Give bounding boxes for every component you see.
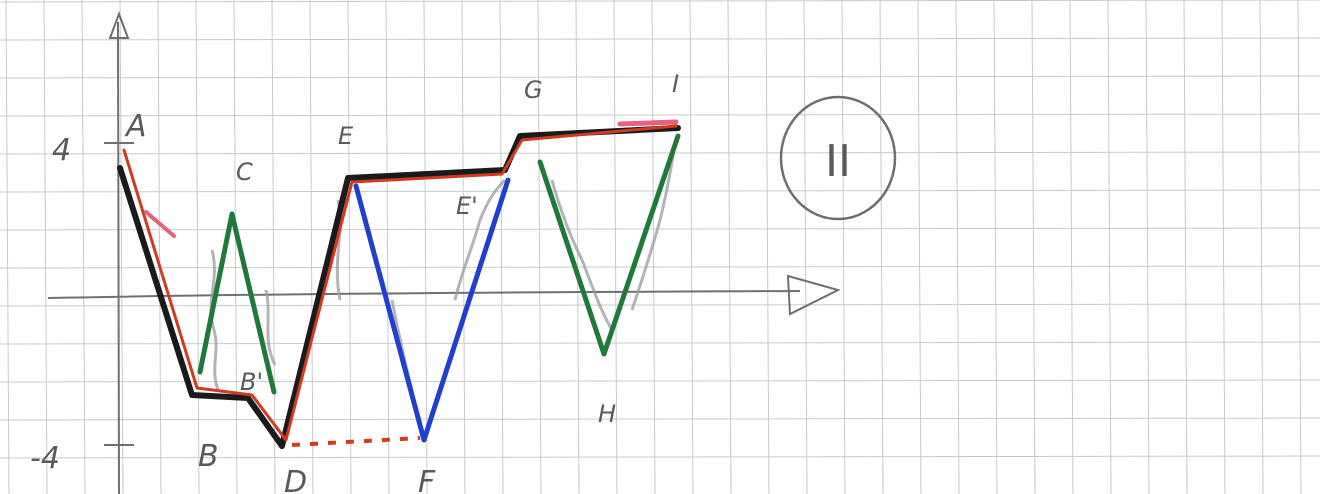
grid-line-vertical [157,0,162,494]
roman-numeral-badge: II [779,95,897,221]
label-B-prime: B' [240,368,263,396]
grid-line-horizontal [0,75,1320,79]
path-black [117,125,681,449]
y-axis-arrow [108,11,130,39]
label-H: H [598,400,616,428]
grid-line-vertical [917,0,922,494]
grid-line-vertical [309,0,314,494]
axes [47,11,841,494]
grid-line-vertical [537,0,542,494]
grid-line-vertical [461,0,466,494]
label-E-prime: E' [456,192,478,220]
grid-line-vertical [385,0,390,494]
grid-line-vertical [43,0,48,494]
blue-valley-F [353,177,511,443]
label-G: G [524,76,543,104]
grid-line-vertical [879,0,884,494]
grid-line-horizontal [0,37,1320,41]
grid-line-vertical [233,0,238,494]
grid-line-vertical [347,0,352,494]
y-axis [116,21,121,494]
pink-mark-A [144,210,176,238]
green-strokes [197,133,681,395]
grid-line-vertical [841,0,846,494]
grid-line-vertical [1221,0,1226,494]
grid-line-vertical [1069,0,1074,494]
grid-line-vertical [1031,0,1036,494]
label-B: B [198,439,219,474]
grid-line-vertical [271,0,276,494]
label-A: A [124,109,147,144]
grid-line-vertical [1297,0,1302,494]
grid-line-vertical [423,0,428,494]
badge-circle [779,95,897,221]
grid-line-vertical [727,0,732,494]
grid-line-vertical [81,0,86,494]
grid-line-horizontal [0,227,1320,231]
main-outline [117,119,681,449]
grid-line-vertical [5,0,10,494]
grid-line-vertical [955,0,960,494]
grid-line-horizontal [0,455,1320,459]
green-valley-H [537,133,681,357]
grid-line-horizontal [0,113,1320,117]
grid-line-vertical [803,0,808,494]
grid-line-vertical [1107,0,1112,494]
pink-mark-I [617,119,679,127]
grid-line-vertical [575,0,580,494]
grid-line-vertical [1145,0,1150,494]
label-I: I [672,70,679,98]
green-peak-C [197,211,277,395]
label-axis-4: 4 [52,133,71,168]
grid-line-horizontal [0,0,1320,3]
grid-line-vertical [195,0,200,494]
grid-line-vertical [689,0,694,494]
grid-line-horizontal [0,151,1320,155]
grid-line-vertical [1259,0,1264,494]
label-E: E [338,122,354,150]
grid-line-horizontal [0,341,1320,345]
grid-line-horizontal [0,379,1320,383]
label-D: D [284,465,307,494]
grid-line-vertical [613,0,618,494]
dotted-segment-DF [291,436,421,447]
grid-line-vertical [499,0,504,494]
label-F: F [418,465,436,494]
label-axis-minus-4: -4 [30,441,60,476]
grid-line-vertical [765,0,770,494]
grid-line-vertical [119,0,124,494]
label-C: C [236,158,253,186]
grid-line-vertical [993,0,998,494]
blue-strokes [353,177,511,443]
x-axis-arrow [786,274,841,316]
badge-text: II [825,136,851,187]
grid-line-vertical [1183,0,1188,494]
grid-line-horizontal [0,417,1320,421]
path-red [122,124,678,442]
grid-line-horizontal [0,303,1320,307]
labels: 4 -4 A B B' C D E E' F G H I [30,70,679,494]
